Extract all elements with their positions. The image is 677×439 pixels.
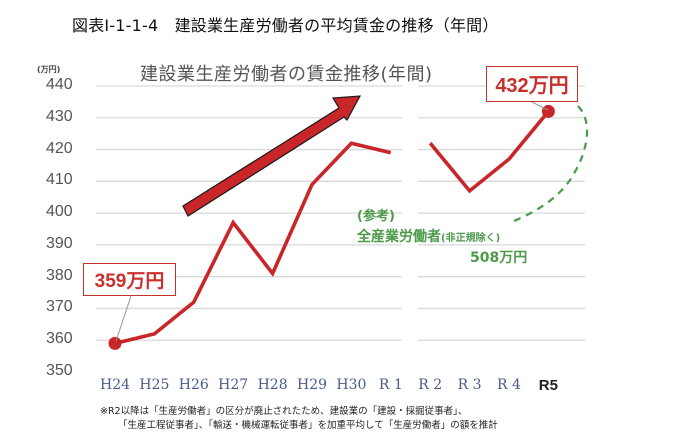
series-line — [428, 110, 550, 194]
reference-sub: (非正規除く) — [441, 233, 501, 244]
chart-title: 建設業生産労働者の賃金推移(年間) — [140, 64, 433, 85]
x-tick-label: R 4 — [497, 377, 521, 393]
y-tick-label: 430 — [46, 107, 73, 125]
reference-value: 508万円 — [470, 250, 528, 266]
callout-leader-end — [531, 101, 549, 111]
footnote-line-1: ※R2以降は「生産労働者」の区分が廃止されたため、建設業の「建設・採掘従事者」、 — [100, 406, 468, 417]
y-tick-label: 400 — [46, 203, 73, 221]
trend-arrow-icon — [182, 95, 362, 217]
x-tick-label: H30 — [336, 377, 367, 393]
y-axis-unit: (万円) — [37, 65, 61, 74]
y-tick-label: 380 — [46, 266, 73, 284]
wage-line-series — [108, 104, 555, 350]
x-tick-label: H27 — [218, 377, 249, 393]
y-tick-label: 410 — [46, 171, 73, 189]
y-tick-label: 360 — [46, 330, 73, 348]
figure-title: 図表Ⅰ-1-1-4 建設業生産労働者の平均賃金の推移（年間） — [72, 16, 499, 35]
reference-dashed-curve — [513, 105, 589, 223]
callout-end-value: 432万円 — [486, 66, 578, 102]
reference-name: 全産業労働者 — [357, 229, 441, 245]
footnote-line-2: 「生産工程従事者」、「輸送・機械運転従事者」を加重平均して「生産労働者」の額を推… — [118, 420, 498, 431]
callout-leader-start — [115, 295, 132, 342]
series-line — [114, 141, 392, 346]
x-tick-label: H25 — [139, 377, 170, 393]
x-tick-label: H28 — [257, 377, 288, 393]
y-tick-label: 440 — [46, 76, 73, 93]
data-point-marker — [541, 104, 555, 118]
x-tick-label: R5 — [538, 377, 558, 394]
data-point-marker — [108, 336, 122, 350]
x-tick-label: H26 — [178, 377, 209, 393]
y-tick-label: 420 — [46, 139, 73, 157]
y-tick-label: 370 — [46, 298, 73, 316]
x-tick-label: H29 — [296, 377, 328, 393]
y-tick-label: 350 — [46, 362, 73, 379]
x-tick-label: H24 — [99, 377, 131, 393]
callout-start-value: 359万円 — [83, 263, 176, 296]
x-tick-label: R 2 — [418, 377, 443, 393]
gridlines — [96, 85, 585, 341]
y-tick-label: 390 — [46, 234, 73, 252]
x-tick-label: R 3 — [457, 377, 482, 393]
reference-heading: (参考) — [357, 209, 395, 224]
x-tick-label: R 1 — [378, 377, 403, 393]
reference-label: 全産業労働者(非正規除く) — [357, 226, 500, 246]
